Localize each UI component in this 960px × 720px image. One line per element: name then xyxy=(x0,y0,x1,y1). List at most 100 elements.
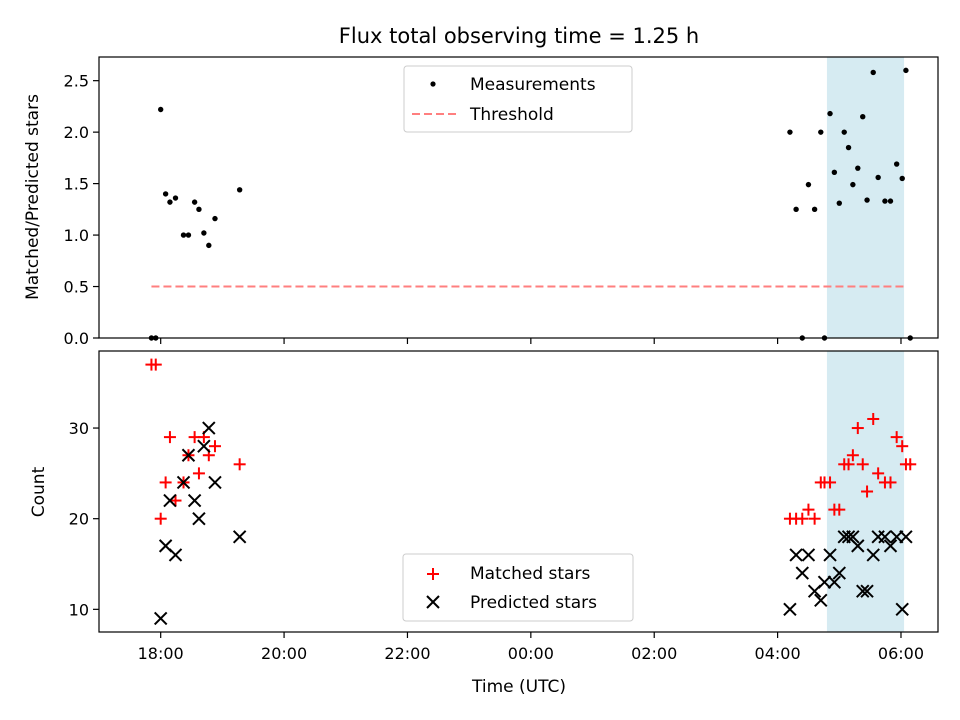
predicted-star-point xyxy=(783,602,797,617)
top-x-ticks xyxy=(160,338,902,344)
top-legend: Measurements Threshold xyxy=(403,65,633,133)
predicted-star-point xyxy=(846,530,860,544)
matched-star-point xyxy=(154,512,167,525)
measurement-point xyxy=(836,200,842,206)
predicted-star-point xyxy=(814,593,828,607)
x-tick-label: 00:00 xyxy=(508,644,554,663)
predicted-star-point xyxy=(856,584,870,598)
predicted-star-point xyxy=(153,611,168,626)
measurement-point xyxy=(903,67,909,74)
matched-star-point xyxy=(233,458,246,471)
matched-star-point xyxy=(856,458,869,471)
predicted-star-point xyxy=(232,530,247,544)
matched-star-point xyxy=(802,503,815,516)
matched-star-point xyxy=(808,512,821,525)
measurement-point xyxy=(875,174,881,181)
predicted-star-point xyxy=(866,548,880,562)
top-y-tick-label: 0.0 xyxy=(64,329,89,348)
measurement-point xyxy=(157,106,164,113)
measurement-point xyxy=(860,113,866,120)
top-highlight-span xyxy=(826,57,905,338)
matched-star-point xyxy=(159,476,172,489)
measurement-point xyxy=(887,198,894,204)
predicted-star-point xyxy=(801,548,816,562)
x-tick-label: 22:00 xyxy=(384,644,430,663)
measurement-point xyxy=(893,161,900,167)
measurement-point xyxy=(841,129,847,135)
measurement-point xyxy=(167,199,173,205)
chart-title: Flux total observing time = 1.25 h xyxy=(339,24,699,48)
bottom-panel: 10 20 30 18:00 20:00 22:00 00:00 02:00 04:00 06:… xyxy=(29,350,939,697)
legend-threshold-label: Threshold xyxy=(469,105,554,125)
x-axis-label: Time (UTC) xyxy=(471,677,566,697)
bottom-y-ticks: 10 20 30 xyxy=(69,419,99,619)
x-tick-label: 18:00 xyxy=(138,644,184,663)
x-tick-label: 02:00 xyxy=(631,644,677,663)
legend-matched-marker xyxy=(427,568,439,580)
measurement-point xyxy=(827,110,833,117)
top-y-tick-label: 1.0 xyxy=(64,226,89,245)
matched-star-point xyxy=(149,358,162,371)
measurement-point xyxy=(191,199,198,205)
predicted-star-point xyxy=(860,584,874,598)
matched-star-point xyxy=(846,449,859,462)
predicted-star-point xyxy=(878,530,892,544)
predicted-star-point xyxy=(817,575,832,589)
measurement-point xyxy=(850,181,856,188)
predicted-star-point xyxy=(895,602,909,617)
measurement-point xyxy=(882,198,888,204)
top-points xyxy=(148,67,913,341)
predicted-star-point xyxy=(202,421,216,435)
predicted-star-point xyxy=(181,448,196,462)
top-axes-frame xyxy=(98,56,939,339)
measurement-point xyxy=(818,129,824,135)
predicted-star-point xyxy=(823,548,837,562)
legend-predicted-marker xyxy=(426,595,440,609)
x-tick-label: 06:00 xyxy=(878,644,924,663)
measurement-point xyxy=(162,191,169,197)
measurement-point xyxy=(831,169,838,175)
bottom-legend: Matched stars Predicted stars xyxy=(402,553,634,622)
legend-matched-label: Matched stars xyxy=(470,564,590,584)
measurement-point xyxy=(845,144,852,151)
matched-star-point xyxy=(833,503,846,516)
matched-star-point xyxy=(842,458,855,471)
matched-star-point xyxy=(861,485,874,498)
measurement-point xyxy=(185,232,192,238)
matched-star-point xyxy=(208,440,221,453)
measurement-point xyxy=(793,206,799,213)
bottom-axes-frame xyxy=(98,350,939,633)
predicted-star-point xyxy=(832,566,847,580)
measurement-point xyxy=(212,215,218,222)
predicted-star-point xyxy=(789,548,803,562)
predicted-star-point xyxy=(168,548,183,562)
measurement-point xyxy=(236,187,243,193)
predicted-star-point xyxy=(197,439,211,453)
top-y-tick-label: 2.0 xyxy=(64,123,89,142)
matched-star-point xyxy=(896,440,909,453)
predicted-star-point xyxy=(883,539,898,553)
matched-star-point xyxy=(192,467,205,480)
top-y-tick-label: 1.5 xyxy=(64,175,89,194)
predicted-star-point xyxy=(176,475,191,490)
matched-star-point xyxy=(867,412,880,425)
top-y-ticks: 0.0 0.5 1.0 1.5 2.0 2.5 xyxy=(64,72,99,348)
matched-star-point xyxy=(904,458,917,471)
measurement-point xyxy=(787,129,793,135)
measurement-point xyxy=(206,242,212,249)
matched-star-point xyxy=(169,494,182,507)
bottom-points xyxy=(145,358,917,626)
measurement-point xyxy=(180,232,187,238)
measurement-point xyxy=(805,181,812,188)
predicted-star-point xyxy=(827,575,842,589)
measurement-point xyxy=(899,175,905,182)
predicted-star-point xyxy=(208,475,222,490)
measurement-point xyxy=(172,195,179,201)
measurement-point xyxy=(196,206,202,213)
matched-star-point xyxy=(872,467,885,480)
predicted-star-point xyxy=(163,493,177,508)
bottom-y-tick-label: 20 xyxy=(69,510,89,529)
measurement-point xyxy=(201,230,207,236)
predicted-star-point xyxy=(899,530,913,544)
